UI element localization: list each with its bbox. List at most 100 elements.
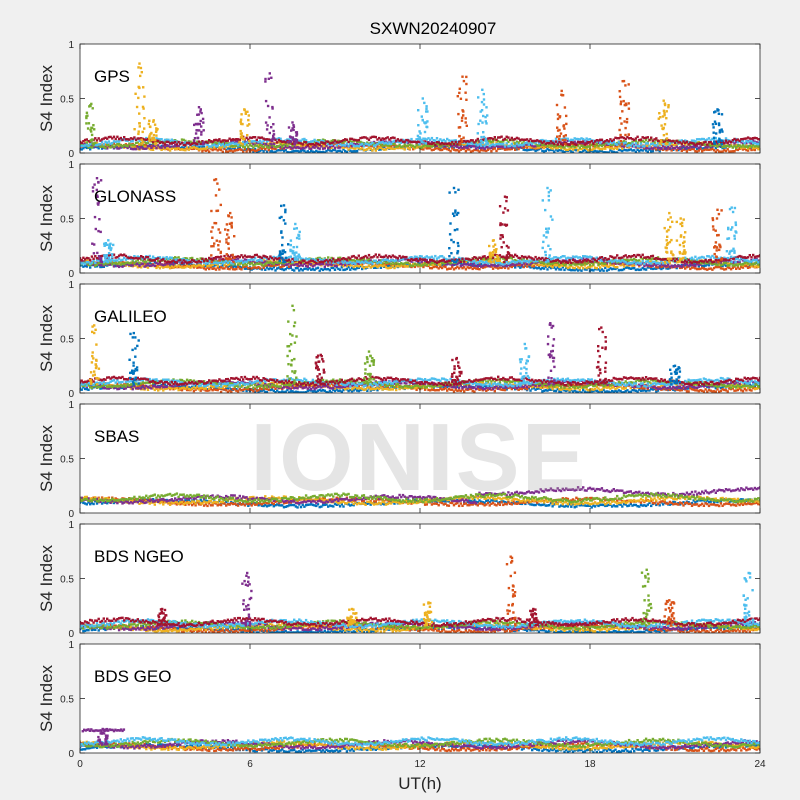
data-point [714,147,717,150]
data-point [461,264,464,267]
data-point [306,265,309,268]
data-point [534,149,537,153]
data-point [389,145,393,148]
data-point [420,115,423,118]
data-point [510,142,513,145]
data-point [578,138,581,141]
data-point [680,264,683,267]
data-point [291,268,294,271]
data-point [107,263,111,266]
data-point [123,136,126,139]
data-point [151,140,155,144]
data-point [554,268,558,271]
data-point [449,267,452,270]
data-point [480,146,483,150]
data-point [342,143,345,147]
data-point [514,137,517,141]
data-point [272,261,275,264]
data-point [187,265,190,268]
data-point [514,142,517,145]
data-point [121,263,124,267]
data-point [692,144,695,147]
data-point [636,144,639,148]
data-point [223,147,226,150]
data-point [209,140,213,143]
data-point [531,142,534,146]
data-point [216,149,219,152]
data-point [706,148,709,151]
data-point [371,135,374,139]
data-point [522,262,525,265]
data-point [733,144,736,148]
data-point [123,138,126,141]
data-point [684,141,687,145]
data-point [216,139,219,142]
data-point [104,144,107,147]
data-point [570,142,573,145]
data-point [265,264,269,267]
data-point [246,110,249,113]
data-point [750,142,753,145]
data-point [482,131,485,134]
data-point [340,263,343,266]
data-point [619,139,623,143]
data-point [91,107,94,110]
data-point [713,142,716,145]
data-point [592,139,595,142]
data-point [699,147,702,151]
data-point [697,263,700,266]
data-point [661,145,665,148]
data-point [243,267,247,270]
data-point [556,140,559,143]
data-point [672,147,675,150]
data-point [157,137,160,141]
data-point [126,138,129,141]
data-point [476,263,479,266]
data-point [650,150,653,153]
data-point [82,260,85,263]
data-point [539,141,542,145]
data-point [202,267,206,270]
data-point [466,144,469,147]
data-point [724,139,728,142]
data-point [476,149,479,152]
data-point [330,266,333,269]
data-point [355,150,359,153]
data-point [269,150,272,153]
data-point [279,149,282,152]
data-point [393,144,396,147]
data-point [388,264,391,267]
data-point [146,262,150,265]
data-point [740,141,743,144]
data-point [204,259,207,262]
data-point [493,144,496,147]
data-point [750,145,753,148]
data-point [238,267,241,270]
data-point [306,150,309,153]
data-point [610,267,614,271]
data-point [318,147,321,150]
data-point [644,149,648,152]
data-point [554,264,558,267]
data-point [641,136,644,139]
data-point [546,148,549,151]
data-point [138,145,141,148]
data-point [235,149,238,152]
data-point [644,138,648,141]
data-point [191,265,194,268]
data-point [726,148,729,151]
data-point [277,138,281,142]
data-point [600,144,604,148]
data-point [748,139,751,143]
data-point [257,144,260,147]
data-point [364,267,367,270]
data-point [498,259,502,263]
data-point [221,267,224,270]
data-point [476,267,479,271]
data-point [716,145,719,148]
data-point [627,83,630,86]
data-point [619,262,622,265]
data-point [415,143,418,147]
data-point [95,143,99,147]
data-point [355,146,359,149]
